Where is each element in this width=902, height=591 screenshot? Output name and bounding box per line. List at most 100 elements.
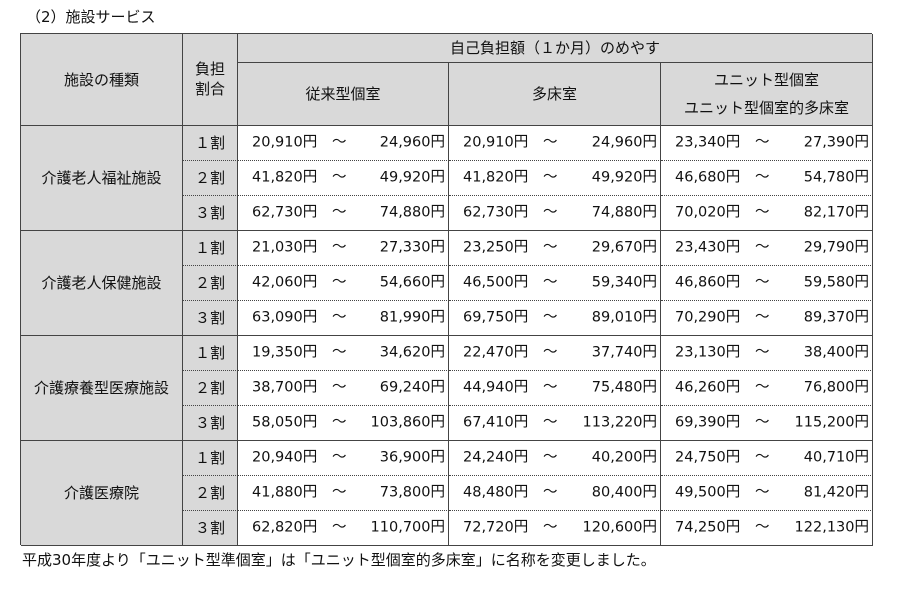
cost-from: 41,880円 bbox=[252, 484, 318, 501]
ratio-cell: １割 bbox=[183, 336, 238, 371]
footnote: 平成30年度より「ユニット型準個室」は「ユニット型個室的多床室」に名称を変更しま… bbox=[22, 551, 656, 569]
cost-separator: ～ bbox=[755, 239, 770, 256]
cost-from: 46,500円 bbox=[463, 274, 529, 291]
cost-to: 24,960円 bbox=[379, 134, 445, 151]
header-text: 施設の種類 bbox=[63, 70, 139, 89]
cost-from: 74,250円 bbox=[675, 519, 741, 536]
cost-cell: 48,480円 ～ 80,400円 bbox=[449, 476, 661, 511]
cost-from: 20,910円 bbox=[252, 134, 318, 151]
cost-from: 44,940円 bbox=[463, 379, 529, 396]
cost-from: 70,290円 bbox=[675, 309, 741, 326]
cost-cell: 41,880円 ～ 73,800円 bbox=[238, 476, 449, 511]
cost-from: 41,820円 bbox=[463, 169, 529, 186]
cost-separator: ～ bbox=[332, 134, 347, 151]
ratio-cell: ３割 bbox=[183, 301, 238, 336]
cost-from: 69,390円 bbox=[675, 414, 741, 431]
cost-cell: 44,940円 ～ 75,480円 bbox=[449, 371, 661, 406]
facility-cell: 介護療養型医療施設 bbox=[21, 336, 183, 441]
header-text: 従来型個室 bbox=[305, 84, 381, 103]
cost-cell: 62,730円 ～ 74,880円 bbox=[238, 196, 449, 231]
facility-cell: 介護医療院 bbox=[21, 441, 183, 546]
cost-to: 89,010円 bbox=[591, 309, 657, 326]
cost-cell: 23,130円 ～ 38,400円 bbox=[661, 336, 873, 371]
ratio-text: ３割 bbox=[194, 309, 225, 327]
cost-to: 122,130円 bbox=[794, 519, 869, 536]
cost-to: 40,710円 bbox=[803, 449, 869, 466]
cost-from: 24,240円 bbox=[463, 449, 529, 466]
ratio-text: ３割 bbox=[194, 204, 225, 222]
ratio-text: ２割 bbox=[194, 169, 225, 187]
ratio-cell: １割 bbox=[183, 441, 238, 476]
cost-to: 38,400円 bbox=[803, 344, 869, 361]
cost-from: 46,260円 bbox=[675, 379, 741, 396]
cost-separator: ～ bbox=[543, 379, 558, 396]
cost-from: 21,030円 bbox=[252, 239, 318, 256]
ratio-text: ２割 bbox=[194, 274, 225, 292]
cost-to: 81,990円 bbox=[379, 309, 445, 326]
cost-from: 22,470円 bbox=[463, 344, 529, 361]
cost-to: 74,880円 bbox=[379, 204, 445, 221]
facility-cell: 介護老人福祉施設 bbox=[21, 126, 183, 231]
cost-to: 120,600円 bbox=[582, 519, 657, 536]
cost-from: 72,720円 bbox=[463, 519, 529, 536]
cost-from: 23,430円 bbox=[675, 239, 741, 256]
cost-separator: ～ bbox=[332, 449, 347, 466]
cost-to: 74,880円 bbox=[591, 204, 657, 221]
cost-to: 37,740円 bbox=[591, 344, 657, 361]
header-text: 多床室 bbox=[531, 84, 577, 103]
cost-separator: ～ bbox=[543, 169, 558, 186]
cost-cell: 46,500円 ～ 59,340円 bbox=[449, 266, 661, 301]
header-cell: 施設の種類 bbox=[21, 34, 183, 126]
cost-to: 73,800円 bbox=[379, 484, 445, 501]
cost-from: 23,130円 bbox=[675, 344, 741, 361]
cost-cell: 62,730円 ～ 74,880円 bbox=[449, 196, 661, 231]
facility-name: 介護老人保健施設 bbox=[41, 274, 162, 292]
cost-separator: ～ bbox=[543, 344, 558, 361]
cost-cell: 24,750円 ～ 40,710円 bbox=[661, 441, 873, 476]
cost-from: 63,090円 bbox=[252, 309, 318, 326]
cost-separator: ～ bbox=[755, 449, 770, 466]
cost-separator: ～ bbox=[755, 519, 770, 536]
cost-to: 29,670円 bbox=[591, 239, 657, 256]
cost-separator: ～ bbox=[543, 309, 558, 326]
facility-name: 介護療養型医療施設 bbox=[33, 379, 169, 397]
header-cell: ユニット型個室ユニット型個室的多床室 bbox=[661, 63, 873, 126]
facility-name: 介護老人福祉施設 bbox=[41, 169, 162, 187]
cost-separator: ～ bbox=[332, 169, 347, 186]
ratio-text: ２割 bbox=[194, 379, 225, 397]
header-text: 負担 bbox=[194, 60, 225, 78]
cost-to: 81,420円 bbox=[803, 484, 869, 501]
cost-to: 40,200円 bbox=[591, 449, 657, 466]
cost-separator: ～ bbox=[332, 519, 347, 536]
cost-from: 67,410円 bbox=[463, 414, 529, 431]
cost-to: 54,780円 bbox=[803, 169, 869, 186]
header-cell: 従来型個室 bbox=[238, 63, 449, 126]
ratio-cell: ３割 bbox=[183, 196, 238, 231]
cost-from: 46,860円 bbox=[675, 274, 741, 291]
header-text: 自己負担額（１か月）のめやす bbox=[449, 39, 660, 57]
cost-to: 49,920円 bbox=[591, 169, 657, 186]
cost-separator: ～ bbox=[332, 274, 347, 291]
header-text: ユニット型個室 bbox=[713, 70, 819, 89]
cost-from: 20,910円 bbox=[463, 134, 529, 151]
cost-from: 20,940円 bbox=[252, 449, 318, 466]
cost-separator: ～ bbox=[755, 484, 770, 501]
cost-to: 76,800円 bbox=[803, 379, 869, 396]
cost-separator: ～ bbox=[543, 274, 558, 291]
cost-to: 36,900円 bbox=[379, 449, 445, 466]
ratio-text: １割 bbox=[194, 239, 225, 257]
cost-from: 23,250円 bbox=[463, 239, 529, 256]
cost-from: 69,750円 bbox=[463, 309, 529, 326]
cost-cell: 46,680円 ～ 54,780円 bbox=[661, 161, 873, 196]
ratio-cell: １割 bbox=[183, 126, 238, 161]
cost-cell: 46,860円 ～ 59,580円 bbox=[661, 266, 873, 301]
cost-from: 41,820円 bbox=[252, 169, 318, 186]
cost-separator: ～ bbox=[332, 344, 347, 361]
cost-to: 115,200円 bbox=[794, 414, 869, 431]
cost-separator: ～ bbox=[755, 414, 770, 431]
header-text: ユニット型個室的多床室 bbox=[683, 99, 849, 117]
ratio-cell: ２割 bbox=[183, 371, 238, 406]
cost-to: 24,960円 bbox=[591, 134, 657, 151]
cost-cell: 22,470円 ～ 37,740円 bbox=[449, 336, 661, 371]
cost-cell: 70,020円 ～ 82,170円 bbox=[661, 196, 873, 231]
